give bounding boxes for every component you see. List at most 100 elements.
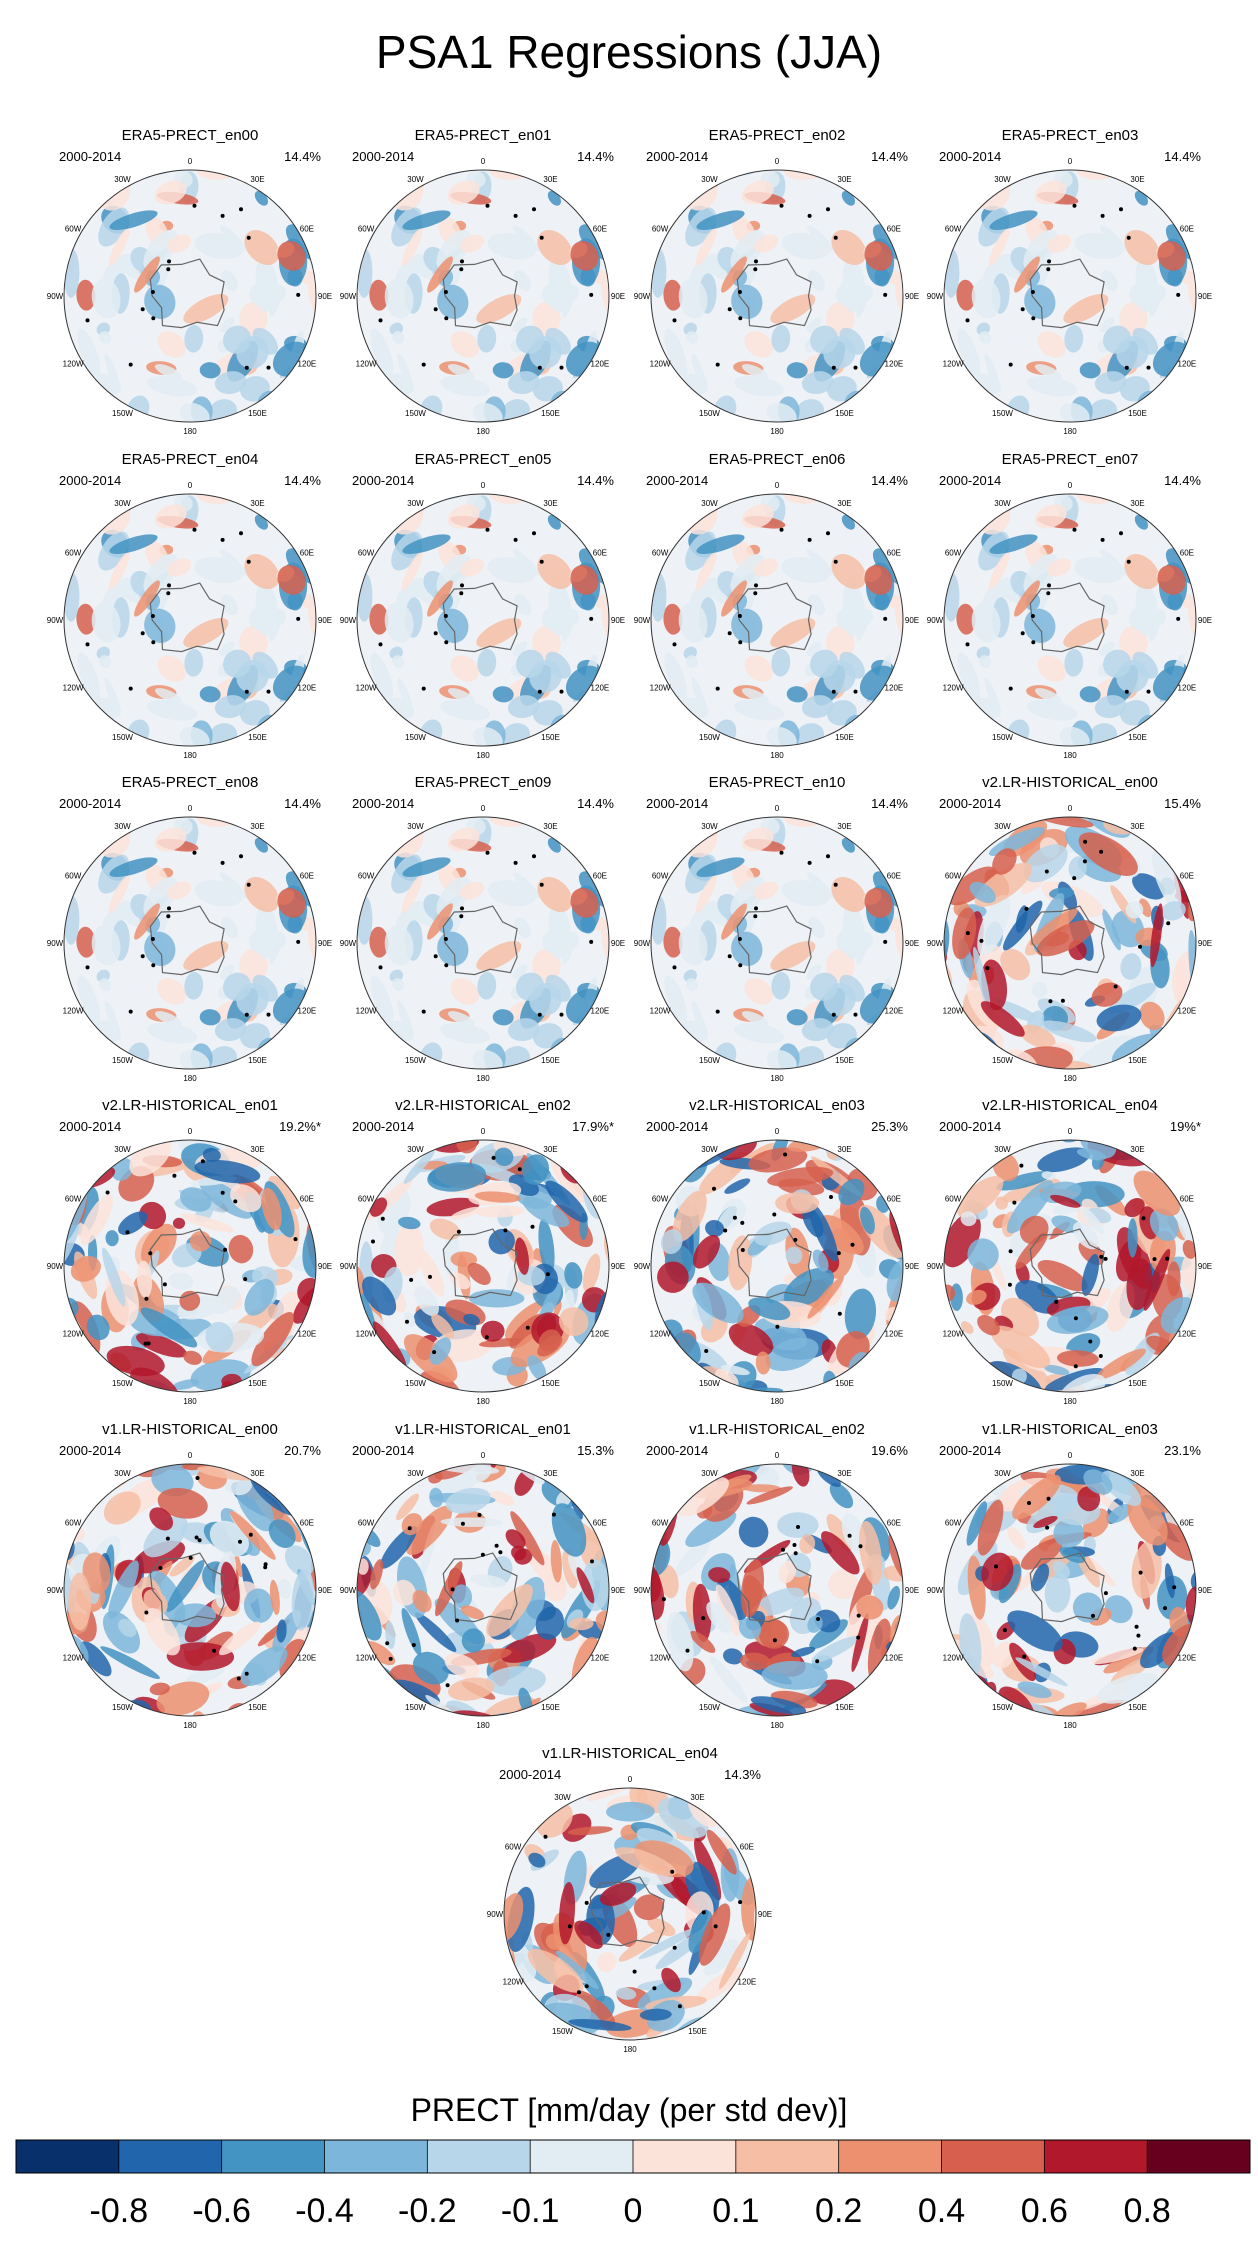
- contour-blob: [966, 1289, 987, 1305]
- contour-blob: [1037, 1147, 1091, 1173]
- contour-blob: [600, 1882, 637, 1906]
- contour-blob: [767, 1166, 834, 1187]
- regression-field: [944, 1140, 1196, 1392]
- longitude-label: 90E: [611, 939, 625, 948]
- significance-dot: [831, 1012, 836, 1017]
- longitude-label: 180: [476, 1721, 490, 1730]
- contour-blob: [1046, 1305, 1109, 1334]
- contour-blob: [268, 1175, 301, 1210]
- longitude-label: 0: [1068, 481, 1073, 490]
- contour-blob: [717, 1577, 747, 1621]
- contour-blob: [1099, 641, 1115, 657]
- significance-dot: [1176, 292, 1181, 297]
- significance-dot: [779, 527, 784, 532]
- map-boundary: [650, 816, 904, 1070]
- contour-blob: [956, 603, 976, 635]
- longitude-label: 180: [770, 1397, 784, 1406]
- contour-blob: [570, 887, 599, 918]
- contour-blob: [1017, 1681, 1052, 1699]
- significance-dot: [1126, 235, 1131, 240]
- contour-blob: [691, 1000, 708, 1040]
- colorbar-swatch: [735, 2140, 840, 2173]
- longitude-label: 120W: [63, 360, 84, 369]
- map-boundary: [650, 1139, 904, 1393]
- significance-dot: [450, 1587, 455, 1592]
- significance-dot: [740, 1220, 745, 1225]
- contour-blob: [785, 1246, 803, 1265]
- significance-dot: [772, 1638, 777, 1643]
- significance-dot: [1152, 1257, 1157, 1262]
- contour-blob: [171, 1379, 200, 1390]
- longitude-label: 60W: [945, 872, 962, 881]
- significance-dot: [1088, 1339, 1093, 1344]
- map-boundary: [943, 816, 1197, 1070]
- significance-dot: [246, 559, 251, 564]
- significance-dot: [796, 1525, 800, 1529]
- contour-blob: [372, 1321, 407, 1368]
- significance-dot: [246, 235, 251, 240]
- significance-dot: [1132, 1646, 1137, 1651]
- longitude-label: 90W: [47, 292, 64, 301]
- contour-blob: [664, 328, 688, 377]
- contour-blob: [799, 1534, 816, 1554]
- longitude-label: 120W: [63, 1330, 84, 1339]
- contour-blob: [512, 317, 528, 333]
- panel-title: v2.LR-HISTORICAL_en00: [982, 774, 1158, 791]
- regression-field: [653, 1140, 903, 1392]
- significance-dot: [1119, 531, 1123, 536]
- contour-blob: [744, 655, 773, 682]
- contour-blob: [982, 577, 1012, 607]
- contour-blob: [1063, 294, 1109, 324]
- contour-blob: [775, 1192, 820, 1214]
- longitude-label: 90W: [634, 1586, 651, 1595]
- longitude-label: 60E: [300, 549, 314, 558]
- significance-dot: [559, 689, 564, 694]
- panel-variance: 14.4%: [284, 796, 321, 811]
- longitude-label: 30W: [407, 499, 424, 508]
- contour-blob: [992, 848, 1017, 875]
- longitude-label: 150W: [112, 409, 133, 418]
- contour-blob: [856, 1595, 884, 1620]
- contour-blob: [741, 827, 774, 852]
- longitude-label: 0: [481, 481, 486, 490]
- contour-blob: [277, 1578, 292, 1599]
- longitude-label: 180: [1063, 751, 1077, 760]
- contour-blob: [1053, 1519, 1085, 1548]
- panel-title: v1.LR-HISTORICAL_en01: [395, 1421, 571, 1438]
- longitude-label: 150W: [112, 1379, 133, 1388]
- contour-blob: [459, 234, 485, 253]
- longitude-label: 120E: [885, 684, 904, 693]
- contour-blob: [68, 1301, 101, 1359]
- significance-dot: [590, 1559, 594, 1564]
- contour-blob: [728, 1323, 774, 1357]
- contour-blob: [740, 1559, 765, 1618]
- contour-blob: [434, 1561, 463, 1617]
- significance-dot: [793, 1237, 798, 1242]
- contour-blob: [770, 941, 816, 971]
- contour-blob: [427, 256, 453, 293]
- colorbar-tick-label: 0.6: [1021, 2192, 1068, 2230]
- longitude-label: 150E: [541, 409, 560, 418]
- contour-blob: [734, 1022, 785, 1044]
- contour-blob: [427, 903, 453, 940]
- significance-dot: [1019, 1163, 1024, 1168]
- significance-dot: [1031, 640, 1036, 645]
- contour-blob: [269, 1579, 280, 1616]
- contour-blob: [551, 1503, 587, 1557]
- contour-blob: [391, 331, 405, 345]
- contour-blob: [507, 1018, 540, 1042]
- contour-blob: [412, 1590, 432, 1613]
- contour-blob: [512, 641, 528, 657]
- significance-dot: [589, 616, 594, 621]
- contour-blob: [1149, 609, 1163, 642]
- contour-blob: [415, 1612, 457, 1652]
- contour-blob: [184, 972, 204, 1000]
- longitude-label: 180: [476, 1074, 490, 1083]
- contour-blob: [791, 1464, 810, 1487]
- contour-blob: [1100, 270, 1119, 292]
- contour-blob: [139, 1201, 167, 1230]
- colorbar-swatch: [427, 2140, 531, 2173]
- significance-dot: [1100, 213, 1105, 218]
- panel-variance: 19%*: [1170, 1119, 1201, 1134]
- significance-dot: [443, 937, 448, 941]
